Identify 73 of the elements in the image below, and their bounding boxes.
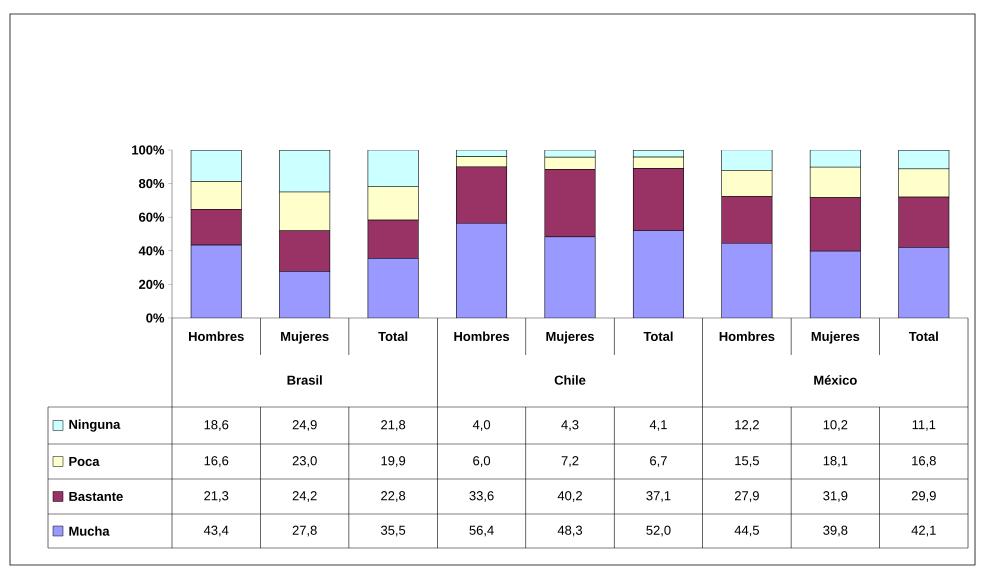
legend-label: Poca: [69, 456, 100, 466]
x-tick-label: Mujeres: [812, 332, 860, 344]
data-label: 4,1: [650, 420, 667, 431]
data-label: 24,9: [292, 420, 317, 431]
text: México: [814, 375, 857, 385]
data-label: 31,9: [823, 491, 848, 502]
data-label: 18,6: [204, 420, 228, 431]
data-label: 56,4: [469, 526, 494, 536]
data-label: 27,8: [292, 526, 317, 536]
bar: [633, 230, 684, 318]
y-tick-label: 20%: [139, 280, 164, 289]
bar: [456, 223, 507, 318]
data-label: 52,0: [646, 526, 671, 536]
data-label: 22,8: [381, 491, 406, 502]
data-label: 18,1: [824, 456, 848, 467]
y-tick-label: 80%: [138, 179, 164, 188]
x-tick-label: Mujeres: [281, 332, 329, 344]
x-tick-label: Hombres: [720, 332, 774, 342]
data-label: 6,7: [650, 456, 667, 467]
bar: [190, 150, 242, 182]
x-tick-label: Total: [378, 332, 408, 342]
data-label: 10,2: [824, 420, 848, 431]
text: Chile: [554, 375, 586, 385]
data-label: 29,9: [912, 491, 936, 502]
y-tick-label: 0%: [146, 313, 164, 323]
bar: [898, 150, 950, 170]
bar: [898, 246, 950, 318]
data-label: 15,5: [735, 456, 759, 467]
text: Brasil: [288, 375, 322, 385]
y-tick-label: 40%: [138, 246, 164, 256]
data-label: 24,2: [292, 491, 317, 502]
data-label: 16,6: [204, 456, 228, 467]
legend-label: Bastante: [69, 492, 123, 502]
data-label: 4,3: [561, 420, 578, 431]
data-label: 43,4: [204, 526, 228, 536]
x-tick-label: Hombres: [189, 332, 244, 342]
data-label: 40,2: [558, 491, 582, 502]
data-label: 21,8: [381, 420, 406, 431]
data-label: 48,3: [558, 526, 582, 536]
x-tick-label: Total: [908, 332, 938, 342]
data-label: 44,5: [734, 526, 759, 536]
data-label: 33,6: [469, 491, 494, 502]
data-label: 23,0: [292, 456, 317, 467]
data-label: 39,8: [823, 526, 848, 536]
bar: [279, 271, 330, 318]
data-label: 35,5: [381, 526, 406, 536]
data-label: 11,1: [912, 420, 936, 431]
data-label: 21,3: [204, 491, 228, 502]
bar: [368, 258, 418, 318]
legend-label: Ninguna: [69, 419, 120, 432]
bar: [810, 150, 861, 168]
data-label: 37,1: [646, 491, 670, 502]
x-tick-label: Mujeres: [546, 332, 594, 344]
legend-label: Mucha: [69, 526, 110, 536]
bar: [721, 150, 772, 171]
bar: [722, 243, 772, 318]
data-label: 16,8: [912, 456, 936, 467]
x-tick-label: Hombres: [454, 332, 510, 342]
data-label: 7,2: [562, 456, 578, 467]
y-tick-label: 60%: [139, 212, 164, 222]
data-label: 12,2: [735, 420, 759, 431]
bar: [810, 251, 861, 318]
bar: [544, 236, 596, 318]
data-label: 19,9: [381, 456, 406, 467]
data-label: 4,0: [472, 420, 490, 431]
y-tick-label: 100%: [132, 145, 164, 155]
bar: [368, 150, 419, 187]
data-label: 27,9: [734, 491, 759, 502]
bar: [279, 150, 330, 192]
x-tick-label: Total: [644, 332, 673, 342]
data-label: 42,1: [911, 526, 936, 536]
data-label: 6,0: [473, 456, 490, 467]
bar: [191, 245, 242, 318]
